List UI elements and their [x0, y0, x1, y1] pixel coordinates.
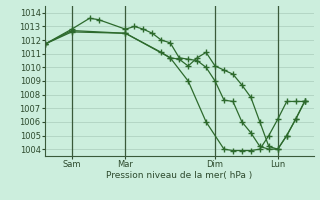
X-axis label: Pression niveau de la mer( hPa ): Pression niveau de la mer( hPa ) — [106, 171, 252, 180]
